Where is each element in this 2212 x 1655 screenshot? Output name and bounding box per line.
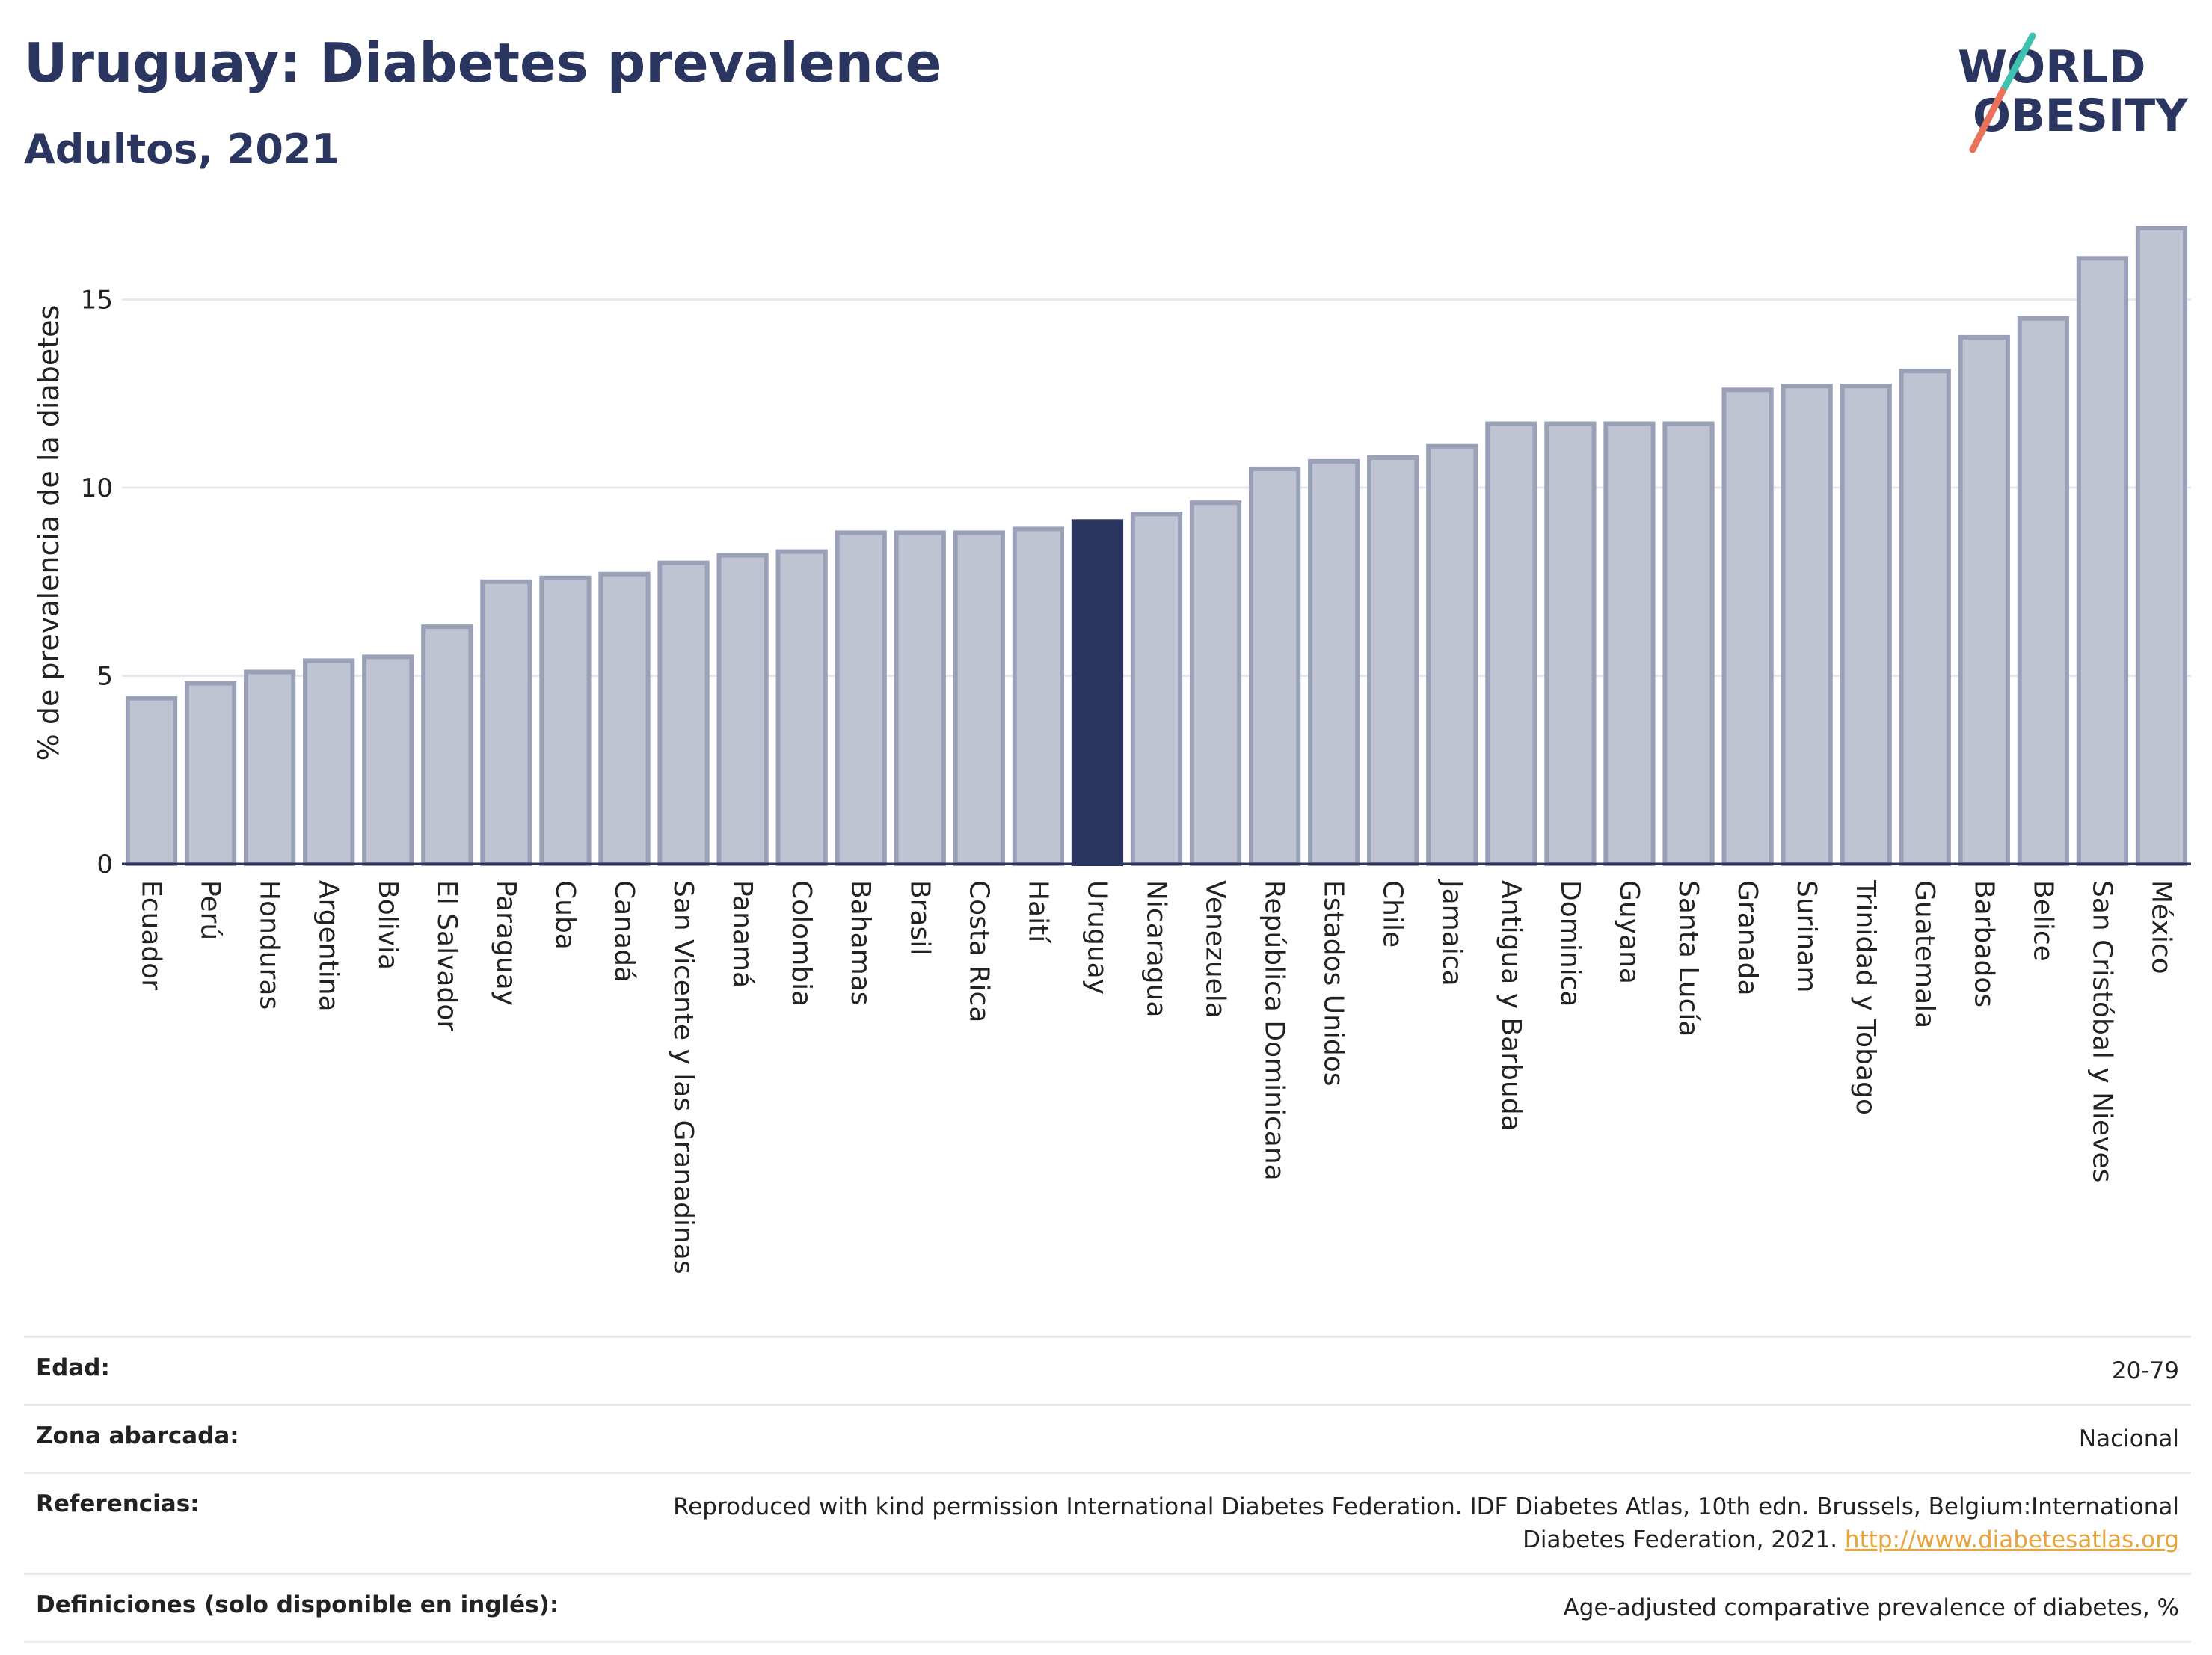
y-tick-label: 15 xyxy=(81,286,113,316)
page-title: Uruguay: Diabetes prevalence xyxy=(24,31,942,94)
bar xyxy=(894,530,946,866)
meta-value: Reproduced with kind permission Internat… xyxy=(673,1493,2179,1554)
x-tick-label: Bolivia xyxy=(372,880,403,970)
meta-row: Zona abarcada: Nacional xyxy=(24,1404,2191,1472)
x-tick-label: México xyxy=(2145,880,2176,974)
x-tick-label: Panamá xyxy=(727,880,758,988)
x-tick-label: Guatemala xyxy=(1909,880,1940,1028)
logo-line2: OBESITY xyxy=(1973,90,2189,142)
x-tick-label: Guyana xyxy=(1614,880,1644,984)
bar xyxy=(362,654,414,866)
logo-slash-teal xyxy=(1999,32,2036,95)
bar xyxy=(303,658,355,866)
x-tick-label: El Salvador xyxy=(431,880,462,1031)
x-tick-label: Chile xyxy=(1377,880,1408,948)
x-tick-label: Perú xyxy=(195,880,226,940)
x-tick-label: Canadá xyxy=(609,880,639,983)
meta-label: Edad: xyxy=(36,1354,110,1381)
x-tick-label: Santa Lucía xyxy=(1673,880,1703,1037)
bar xyxy=(1781,384,1833,866)
x-tick-label: Uruguay xyxy=(1081,880,1112,995)
y-tick-label: 10 xyxy=(81,473,113,503)
page-subtitle: Adultos, 2021 xyxy=(24,126,340,173)
meta-row: Edad: 20-79 xyxy=(24,1336,2191,1404)
x-tick-label: San Vicente y las Granadinas xyxy=(668,880,698,1274)
x-tick-label: Nicaragua xyxy=(1141,880,1172,1017)
meta-row: Definiciones (solo disponible en inglés)… xyxy=(24,1573,2191,1644)
bar xyxy=(953,530,1005,866)
bar xyxy=(125,696,178,866)
x-tick-label: Venezuela xyxy=(1200,880,1231,1019)
bar xyxy=(716,553,769,867)
x-tick-label: Dominica xyxy=(1555,880,1585,1007)
x-tick-label: Antigua y Barbuda xyxy=(1496,880,1526,1132)
logo-line1: WORLD xyxy=(1958,41,2145,93)
bar xyxy=(1544,421,1597,866)
world-obesity-logo: WORLD OBESITY xyxy=(1958,32,2189,153)
bar xyxy=(1899,369,1951,867)
meta-label: Zona abarcada: xyxy=(36,1422,239,1450)
bar xyxy=(2135,226,2188,866)
bar xyxy=(1248,466,1301,866)
bar xyxy=(1367,455,1419,866)
x-tick-label: Cuba xyxy=(550,880,580,950)
x-tick-label: San Cristóbal y Nieves xyxy=(2086,880,2117,1182)
x-tick-label: Surinam xyxy=(1791,880,1822,992)
bar xyxy=(1071,519,1124,867)
bar xyxy=(184,681,237,867)
bar xyxy=(1603,421,1656,866)
x-tick-label: Estados Unidos xyxy=(1318,880,1349,1087)
bar xyxy=(1958,334,2010,867)
bar xyxy=(1308,458,1360,866)
y-axis-label: % de prevalencia de la diabetes xyxy=(32,305,65,761)
x-tick-label: Trinidad y Tobago xyxy=(1850,879,1881,1115)
metadata-table: Edad: 20-79 Zona abarcada: Nacional Referenc… xyxy=(24,1336,2191,1644)
bar xyxy=(1426,443,1478,866)
bar xyxy=(1721,387,1774,866)
x-tick-label: Argentina xyxy=(313,880,344,1012)
bar xyxy=(835,530,887,866)
x-tick-label: Brasil xyxy=(904,880,935,955)
x-tick-label: Granada xyxy=(1732,880,1763,996)
x-tick-label: Bahamas xyxy=(845,880,876,1006)
bar xyxy=(244,669,296,866)
bar-chart: 0 5 10 15 % de prevalencia de la diabetes Ecu… xyxy=(32,226,2191,1274)
bar xyxy=(539,575,592,866)
x-tick-label: Costa Rica xyxy=(963,880,994,1022)
meta-value: 20-79 xyxy=(2111,1357,2179,1384)
bar xyxy=(2076,256,2129,866)
x-tick-label: Barbados xyxy=(1968,880,1999,1007)
x-tick-label: Jamaica xyxy=(1437,879,1467,986)
bar xyxy=(598,571,651,866)
meta-label: Definiciones (solo disponible en inglés)… xyxy=(36,1591,559,1619)
bar xyxy=(1012,526,1065,866)
bar xyxy=(775,549,828,866)
x-tick-label: Haití xyxy=(1022,880,1053,943)
reference-link[interactable]: http://www.diabetesatlas.org xyxy=(1844,1526,2179,1554)
bar xyxy=(2017,316,2069,866)
x-tick-label: Paraguay xyxy=(491,880,521,1006)
bar xyxy=(1662,421,1715,866)
x-tick-label: Belice xyxy=(2027,880,2058,962)
meta-row: Referencias: Reproduced with kind permiss… xyxy=(24,1472,2191,1573)
bar xyxy=(657,560,710,866)
x-tick-label: República Dominicana xyxy=(1259,880,1290,1181)
bar xyxy=(1840,384,1892,866)
logo-slash-coral xyxy=(1969,87,2006,153)
bar xyxy=(421,624,473,866)
y-tick-label: 5 xyxy=(96,662,113,692)
x-tick-label: Honduras xyxy=(254,880,285,1010)
bar xyxy=(1189,500,1242,866)
bar xyxy=(1485,421,1537,866)
meta-label: Referencias: xyxy=(36,1490,200,1518)
x-tick-label: Colombia xyxy=(786,880,817,1007)
meta-value: Age-adjusted comparative prevalence of d… xyxy=(1563,1594,2179,1622)
x-tick-label: Ecuador xyxy=(136,880,167,990)
y-tick-label: 0 xyxy=(96,850,113,879)
bar xyxy=(1130,512,1183,866)
bar xyxy=(480,579,532,866)
meta-value: Nacional xyxy=(2078,1425,2179,1453)
